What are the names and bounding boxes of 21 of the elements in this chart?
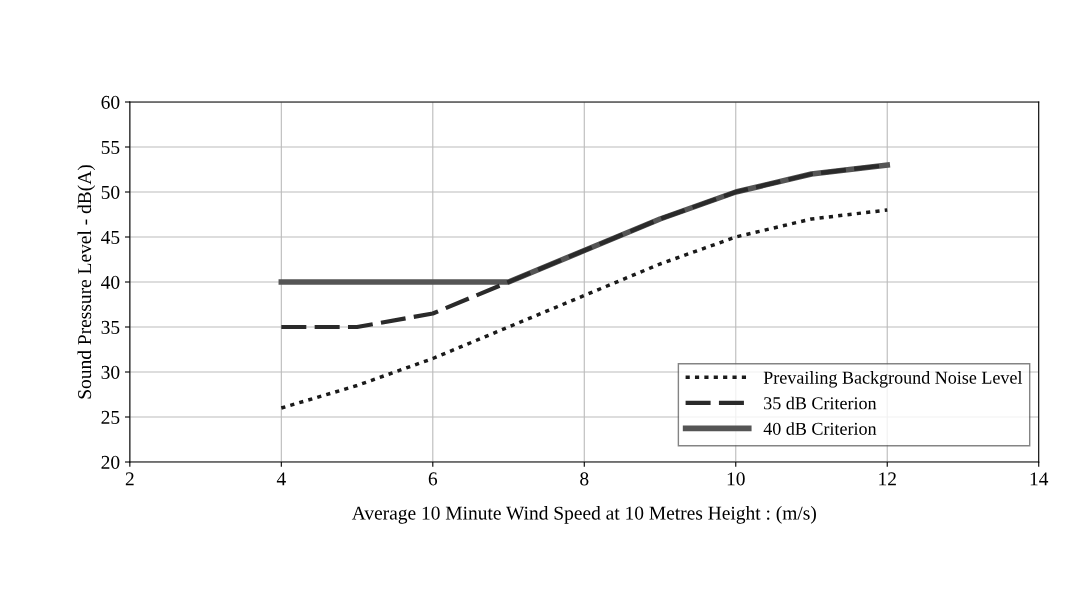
x-tick-label: 10 xyxy=(727,472,745,486)
x-tick-label: 6 xyxy=(428,472,438,486)
y-tick-label: 45 xyxy=(101,230,120,244)
y-tick-label: 50 xyxy=(101,185,120,199)
y-tick-label: 35 xyxy=(101,320,120,334)
y-tick-label: 55 xyxy=(101,141,120,154)
y-axis-title: Sound Pressure Level - dB(A) xyxy=(77,165,96,399)
y-tick-label: 20 xyxy=(101,455,120,469)
x-tick-label: 12 xyxy=(879,472,896,486)
x-tick-label: 4 xyxy=(276,472,286,486)
y-tick-label: 25 xyxy=(101,410,120,424)
x-tick-label: 2 xyxy=(125,472,134,486)
y-tick-label: 30 xyxy=(101,365,120,379)
y-tick-label: 40 xyxy=(101,275,120,289)
y-tick-label: 60 xyxy=(101,95,120,109)
x-tick-label: 14 xyxy=(1030,472,1049,486)
legend-label: Prevailing Background Noise Level xyxy=(763,371,1023,388)
legend-label: 35 dB Criterion xyxy=(764,396,877,410)
legend-label: 40 dB Criterion xyxy=(763,422,877,435)
x-axis-title: Average 10 Minute Wind Speed at 10 Metres Height : (m/s) xyxy=(351,506,816,524)
x-tick-label: 8 xyxy=(580,472,589,486)
